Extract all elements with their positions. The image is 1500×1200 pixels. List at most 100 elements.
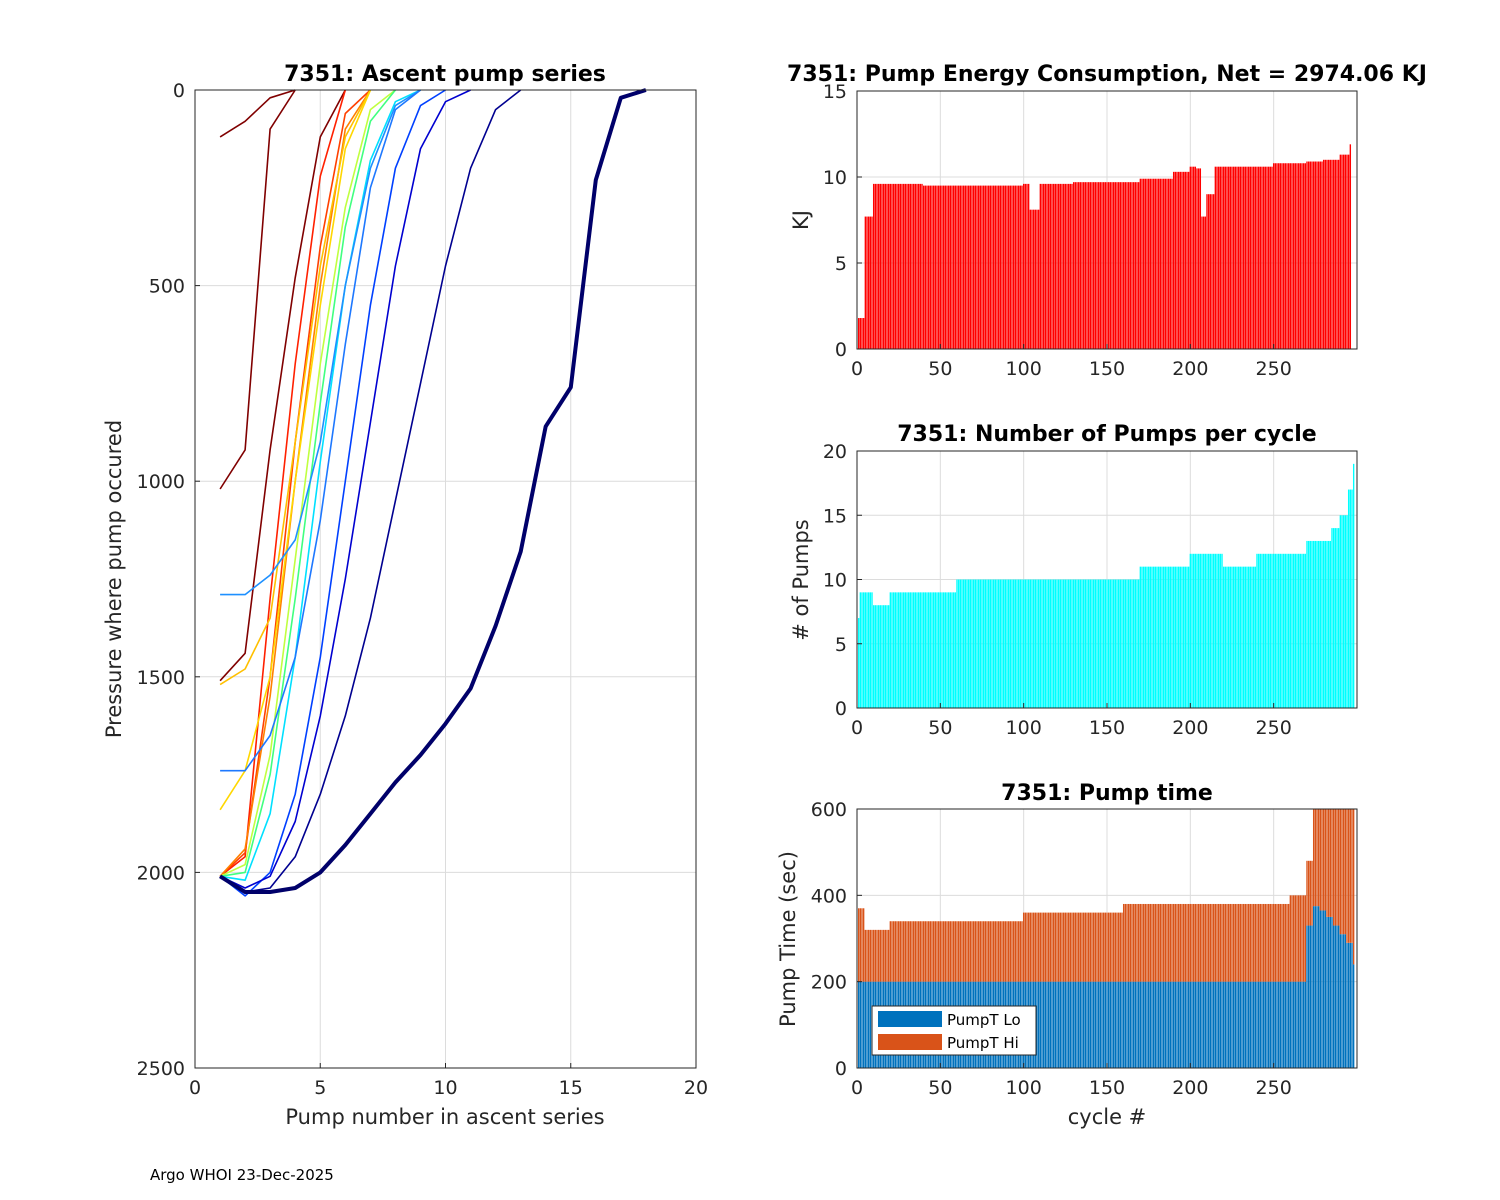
pumpt-hi-bar	[1102, 912, 1105, 982]
ascent-series-line	[219, 89, 446, 897]
pumps-bar	[994, 579, 997, 708]
pumpt-hi-bar	[1299, 895, 1302, 982]
pumpt-lo-bar	[1234, 981, 1237, 1068]
pump-time-xlabel: cycle #	[1068, 1105, 1147, 1129]
pumpt-lo-bar	[1077, 981, 1080, 1068]
pumps-bar	[1291, 553, 1293, 708]
energy-bar	[1041, 183, 1043, 349]
pumpt-hi-bar	[1219, 903, 1222, 982]
pumpt-lo-bar	[1061, 981, 1063, 1068]
energy-bar	[1181, 171, 1183, 349]
pumpt-hi-bar	[1184, 903, 1187, 982]
pumpt-lo-bar	[1119, 981, 1122, 1068]
pumpt-lo-bar	[1172, 981, 1175, 1068]
energy-bar	[1329, 159, 1332, 349]
pumpt-hi-bar	[1116, 912, 1118, 982]
energy-bar	[877, 183, 880, 349]
pumpt-hi-bar	[1201, 903, 1203, 982]
pumpt-lo-bar	[1286, 981, 1288, 1068]
pumps-bar	[952, 592, 955, 708]
pumps-bar	[1331, 528, 1333, 708]
pumps-bar	[1259, 553, 1262, 708]
pumps-bar	[1096, 579, 1098, 708]
pumps-bar	[1351, 489, 1353, 708]
pumps-bar	[917, 592, 920, 708]
energy-bar	[977, 185, 980, 349]
pumpt-hi-bar	[1032, 912, 1035, 982]
energy-bar	[1171, 178, 1173, 349]
energy-bar	[941, 185, 943, 349]
pumpt-lo-bar	[1277, 981, 1280, 1068]
energy-bar	[1221, 166, 1223, 349]
pumpt-hi-bar	[1197, 903, 1200, 982]
pumpt-hi-bar	[879, 929, 882, 982]
pumpt-hi-bar	[1326, 809, 1328, 917]
pumpt-hi-bar	[969, 921, 972, 982]
energy-bar	[1339, 154, 1342, 349]
pumpt-hi-bar	[1342, 809, 1345, 935]
pumps-bar	[882, 605, 885, 708]
pumpt-lo-bar	[1156, 981, 1158, 1068]
pumps-bar	[1116, 579, 1118, 708]
pumpt-lo-bar	[1036, 981, 1038, 1068]
pumps-bar	[987, 579, 990, 708]
pumps-bar	[1091, 579, 1093, 708]
energy-bar	[1346, 154, 1348, 349]
pumpt-lo-bar	[1144, 981, 1147, 1068]
pump-time-plot: 0 50 100 150 200 250 0 200 400 600 7351: Pump tim…	[776, 781, 1358, 1129]
energy-bar	[994, 185, 997, 349]
pumpt-hi-bar	[1017, 921, 1020, 982]
energy-bar	[1062, 183, 1065, 349]
pumps-bar	[932, 592, 935, 708]
energy-plot: 0 50 100 150 200 250 0 5 10 15 7351: Pump Energy …	[787, 62, 1427, 380]
pumpt-hi-bar	[956, 921, 958, 982]
pumpt-lo-bar	[1064, 981, 1067, 1068]
pumpt-lo-bar	[1136, 981, 1138, 1068]
pumpt-hi-bar	[1262, 903, 1265, 982]
pumpt-lo-bar	[1282, 981, 1285, 1068]
pumpt-hi-bar	[1151, 903, 1153, 982]
pumpt-lo-bar	[1169, 981, 1172, 1068]
energy-bar	[1291, 163, 1293, 349]
energy-bar	[882, 183, 885, 349]
pumps-bar	[964, 579, 967, 708]
pumpt-hi-bar	[872, 929, 875, 982]
pumpt-hi-bar	[1222, 903, 1225, 982]
pumps-bar	[996, 579, 998, 708]
ascent-xlabel: Pump number in ascent series	[285, 1105, 604, 1129]
pumpt-hi-bar	[1169, 903, 1172, 982]
energy-bar	[1071, 183, 1073, 349]
pumpt-hi-bar	[864, 929, 867, 982]
energy-bar	[1194, 166, 1197, 349]
pumps-bar	[1297, 553, 1300, 708]
pumpt-lo-bar	[1307, 925, 1310, 1068]
pumps-bar	[1006, 579, 1008, 708]
energy-bar	[969, 185, 972, 349]
pumps-bar	[1056, 579, 1058, 708]
pumpt-lo-bar	[1251, 981, 1253, 1068]
pumps-bar	[1136, 579, 1138, 708]
x-tick-label: 250	[1256, 1077, 1292, 1099]
pumps-bar	[1032, 579, 1035, 708]
pumpt-hi-bar	[877, 929, 880, 982]
pumpt-hi-bar	[1279, 903, 1282, 982]
pumpt-lo-bar	[1167, 981, 1170, 1068]
energy-bar	[1307, 161, 1310, 349]
pumps-bar	[894, 592, 897, 708]
energy-bar	[1212, 194, 1215, 349]
energy-bar	[1287, 163, 1290, 349]
energy-bar	[861, 318, 863, 349]
pumpt-hi-bar	[1039, 912, 1042, 982]
pumpt-lo-bar	[1292, 981, 1295, 1068]
energy-bar	[951, 185, 953, 349]
pumpt-hi-bar	[919, 921, 922, 982]
pumps-bar	[976, 579, 978, 708]
energy-bar	[1251, 166, 1253, 349]
pumpt-hi-bar	[1239, 903, 1242, 982]
energy-bar	[1309, 161, 1312, 349]
pumps-bar	[1064, 579, 1067, 708]
pumpt-hi-bar	[916, 921, 918, 982]
energy-bar	[1001, 185, 1003, 349]
pumps-bar	[1112, 579, 1115, 708]
pumps-bar	[1069, 579, 1072, 708]
